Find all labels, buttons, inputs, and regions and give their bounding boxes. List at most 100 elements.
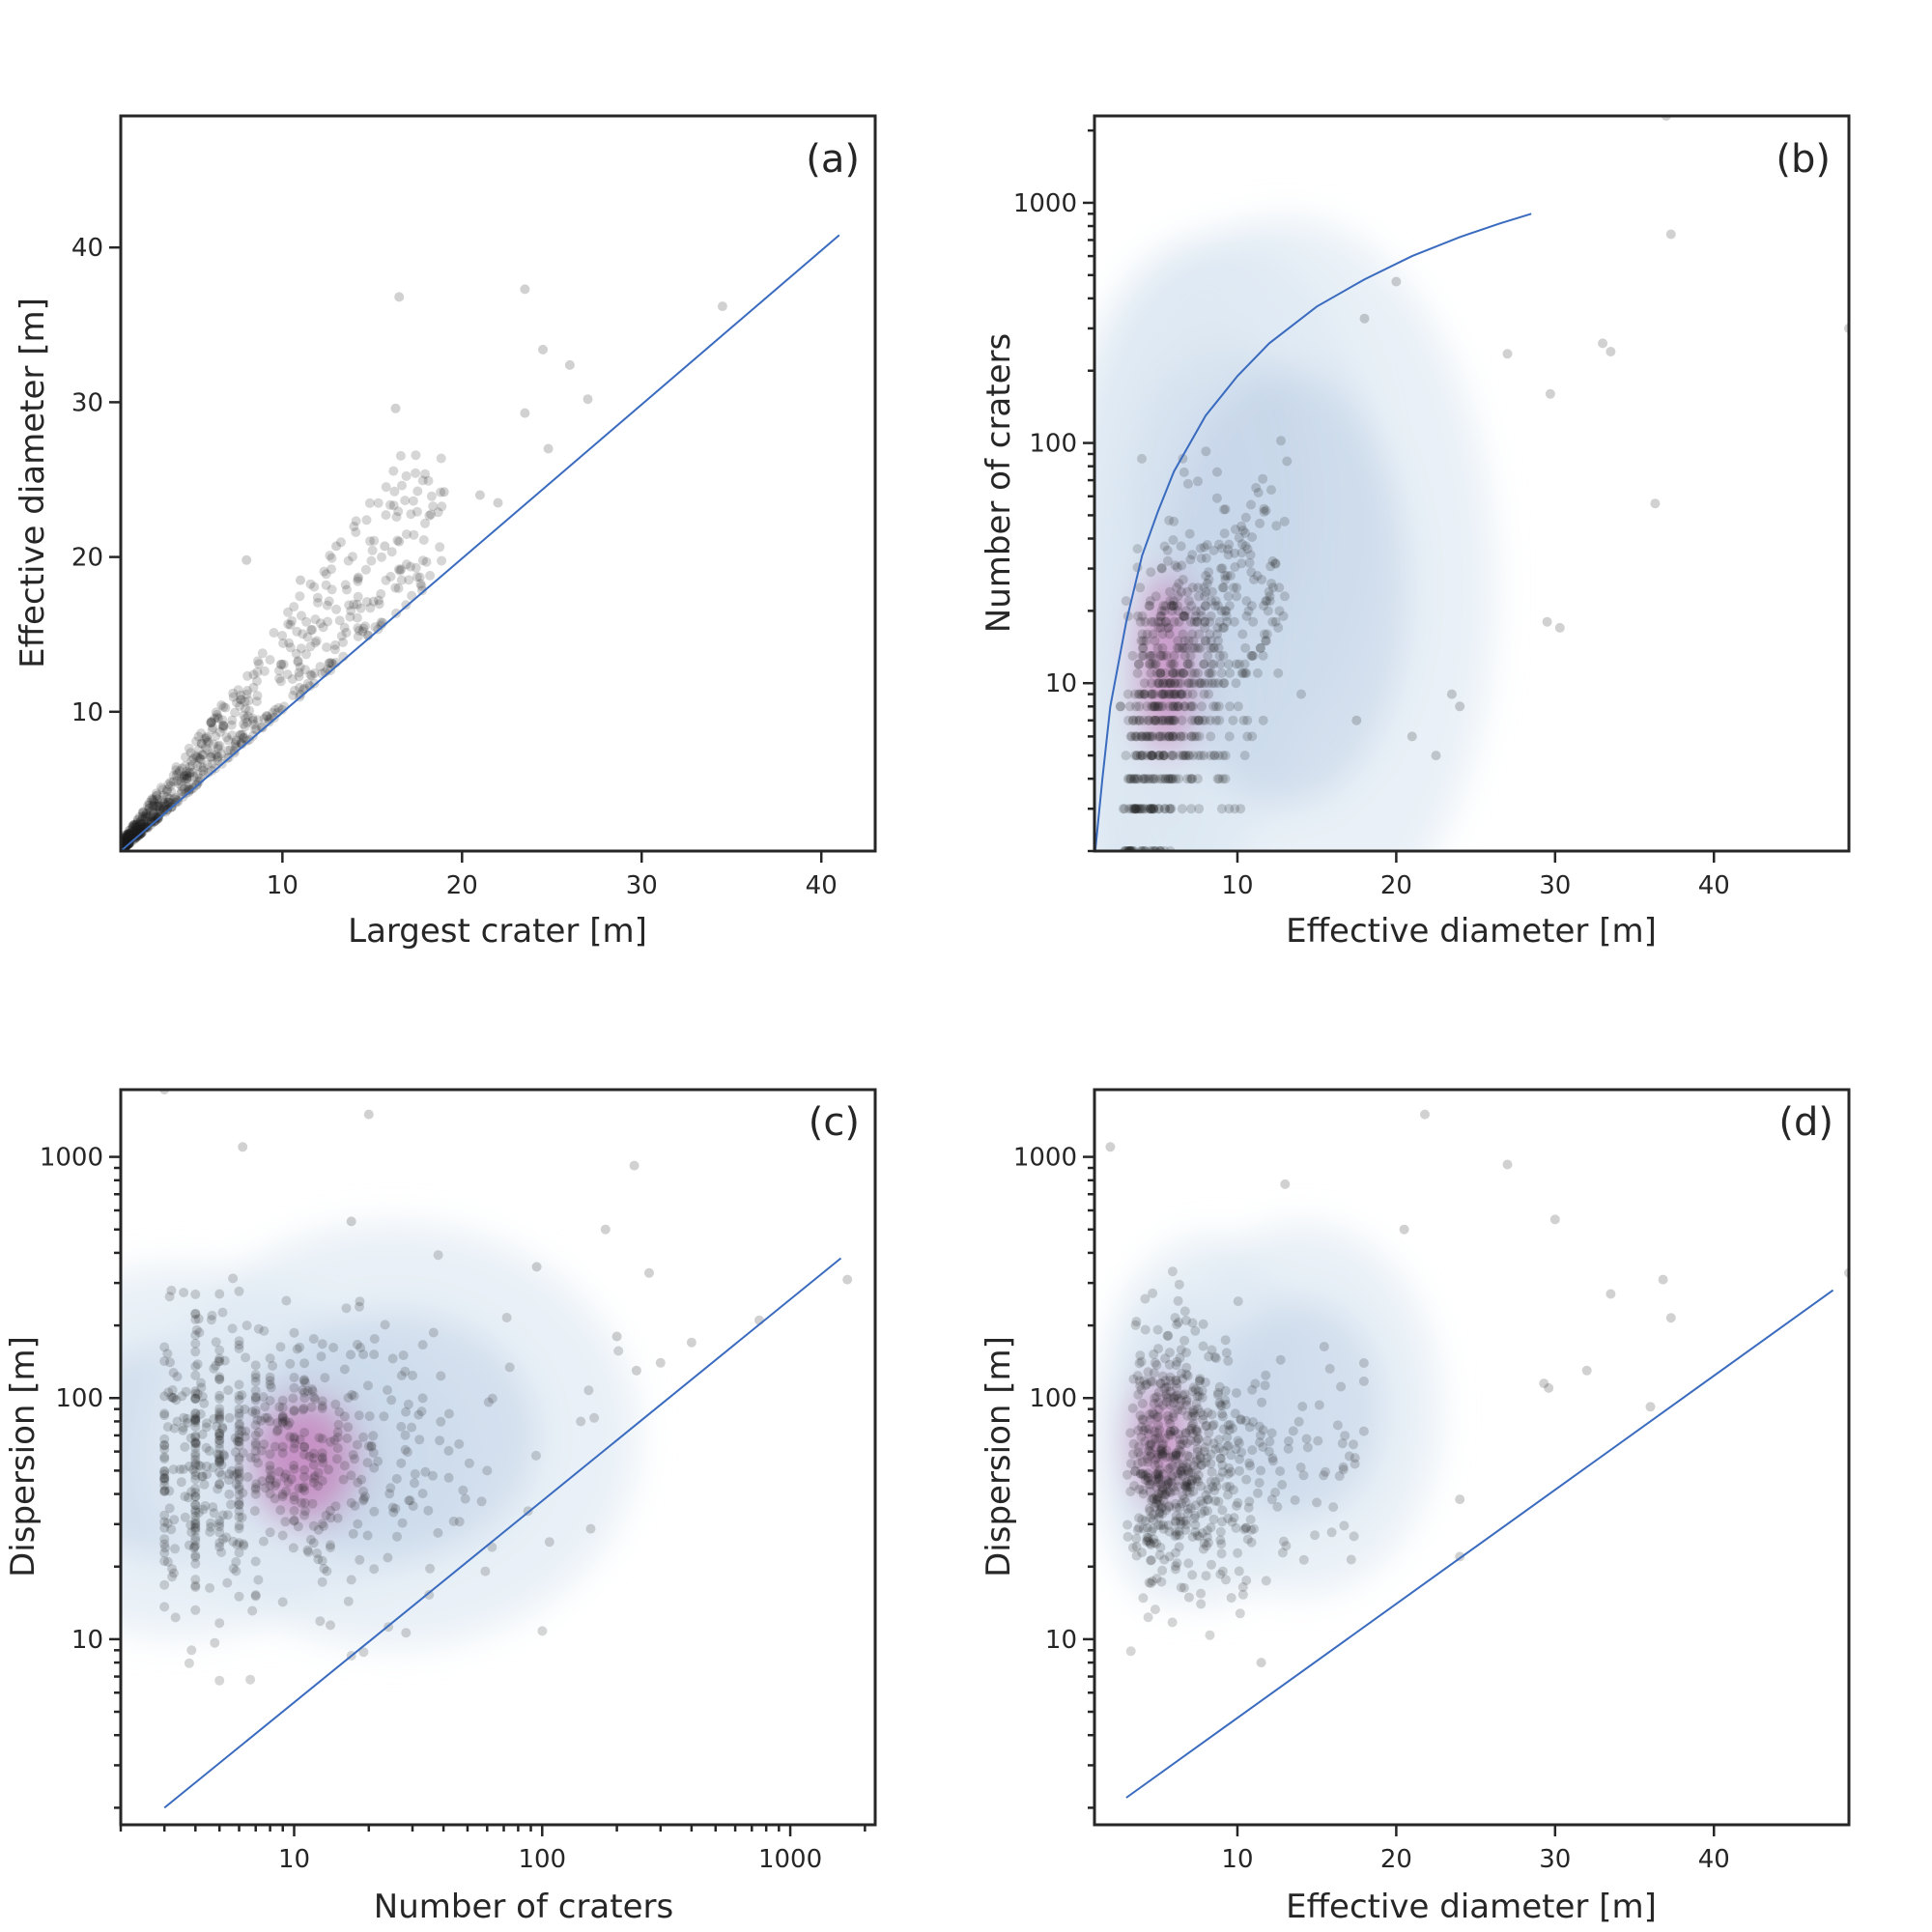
data-point bbox=[214, 1375, 225, 1384]
data-point bbox=[185, 761, 195, 772]
data-point bbox=[208, 1502, 218, 1513]
data-point bbox=[1132, 611, 1143, 621]
data-point bbox=[1178, 1374, 1188, 1384]
data-point bbox=[1165, 1488, 1176, 1497]
data-point bbox=[185, 748, 196, 758]
data-point bbox=[1148, 731, 1158, 742]
data-point bbox=[1200, 715, 1210, 725]
data-point bbox=[190, 1519, 201, 1528]
data-point bbox=[299, 1510, 310, 1520]
data-point bbox=[298, 1405, 308, 1415]
data-point bbox=[1142, 731, 1152, 742]
data-point bbox=[1171, 1376, 1181, 1386]
data-point bbox=[1231, 659, 1241, 669]
data-point bbox=[1130, 689, 1141, 699]
panel-b-frame bbox=[1093, 114, 1851, 853]
data-point bbox=[188, 772, 199, 781]
data-point bbox=[1217, 1408, 1227, 1419]
data-point bbox=[1152, 642, 1163, 653]
data-point bbox=[1224, 1463, 1235, 1473]
data-point bbox=[1312, 1497, 1322, 1508]
data-point bbox=[1221, 1575, 1231, 1585]
data-point bbox=[121, 834, 129, 844]
data-point bbox=[1262, 596, 1272, 607]
data-point bbox=[144, 810, 155, 821]
data-point bbox=[121, 840, 128, 851]
data-point bbox=[234, 1394, 244, 1405]
data-point bbox=[1160, 1376, 1171, 1386]
data-point bbox=[395, 450, 406, 461]
data-point bbox=[162, 797, 173, 808]
data-point bbox=[315, 618, 326, 629]
data-point bbox=[1135, 751, 1146, 761]
data-point bbox=[157, 807, 168, 817]
data-point bbox=[126, 825, 135, 836]
data-point bbox=[187, 767, 198, 778]
data-point bbox=[1247, 1384, 1258, 1395]
data-point bbox=[1215, 659, 1226, 669]
data-point bbox=[121, 836, 128, 846]
data-point bbox=[1201, 601, 1210, 611]
data-point bbox=[1324, 1363, 1335, 1374]
data-point bbox=[369, 1350, 380, 1360]
data-point bbox=[190, 1388, 201, 1399]
data-point bbox=[340, 580, 351, 590]
data-point bbox=[322, 600, 332, 611]
data-point bbox=[240, 1432, 250, 1442]
data-point bbox=[1259, 629, 1269, 639]
data-point bbox=[1130, 731, 1140, 742]
data-point bbox=[1138, 642, 1149, 653]
data-point bbox=[1185, 1482, 1196, 1492]
data-point bbox=[334, 615, 345, 626]
outlier-point bbox=[363, 1109, 374, 1120]
data-point bbox=[1180, 1524, 1191, 1535]
data-point bbox=[299, 1449, 310, 1460]
data-point bbox=[1134, 1376, 1145, 1386]
panel-c-kde-shapes bbox=[121, 1223, 639, 1648]
data-point bbox=[1156, 1448, 1167, 1459]
data-point bbox=[126, 830, 135, 840]
data-point bbox=[1176, 689, 1186, 699]
data-point bbox=[223, 735, 234, 746]
data-point bbox=[1150, 1460, 1160, 1470]
data-point bbox=[231, 735, 242, 746]
panel-a-line bbox=[121, 234, 840, 851]
data-point bbox=[1161, 1505, 1172, 1516]
data-point bbox=[247, 713, 258, 724]
data-point bbox=[1163, 715, 1174, 725]
data-point bbox=[172, 795, 183, 806]
data-point bbox=[369, 1463, 380, 1473]
data-point bbox=[141, 809, 152, 819]
data-point bbox=[265, 1353, 275, 1364]
data-point bbox=[1205, 668, 1215, 678]
data-point bbox=[128, 832, 139, 842]
data-point bbox=[219, 1451, 230, 1462]
outlier-point bbox=[1549, 1214, 1560, 1225]
data-point bbox=[193, 731, 204, 742]
data-point bbox=[392, 1531, 402, 1542]
data-point bbox=[1215, 1535, 1226, 1546]
data-point bbox=[121, 839, 130, 849]
data-point bbox=[121, 838, 128, 848]
data-point bbox=[1157, 1565, 1168, 1576]
data-point bbox=[1196, 606, 1207, 616]
data-point bbox=[1139, 678, 1150, 689]
data-point bbox=[169, 1423, 180, 1434]
data-point bbox=[1162, 1475, 1173, 1486]
data-point bbox=[1164, 701, 1175, 712]
data-point bbox=[304, 681, 315, 692]
data-point bbox=[165, 1357, 175, 1368]
data-point bbox=[130, 820, 141, 831]
data-point bbox=[190, 1415, 201, 1426]
data-point bbox=[200, 733, 211, 744]
data-point bbox=[358, 623, 369, 634]
data-point bbox=[1150, 715, 1160, 725]
data-point bbox=[1208, 659, 1219, 669]
data-point bbox=[1301, 1434, 1312, 1444]
data-point bbox=[1153, 1489, 1164, 1499]
data-point bbox=[1226, 1593, 1236, 1604]
data-point bbox=[187, 759, 198, 770]
data-point bbox=[1204, 1538, 1213, 1548]
